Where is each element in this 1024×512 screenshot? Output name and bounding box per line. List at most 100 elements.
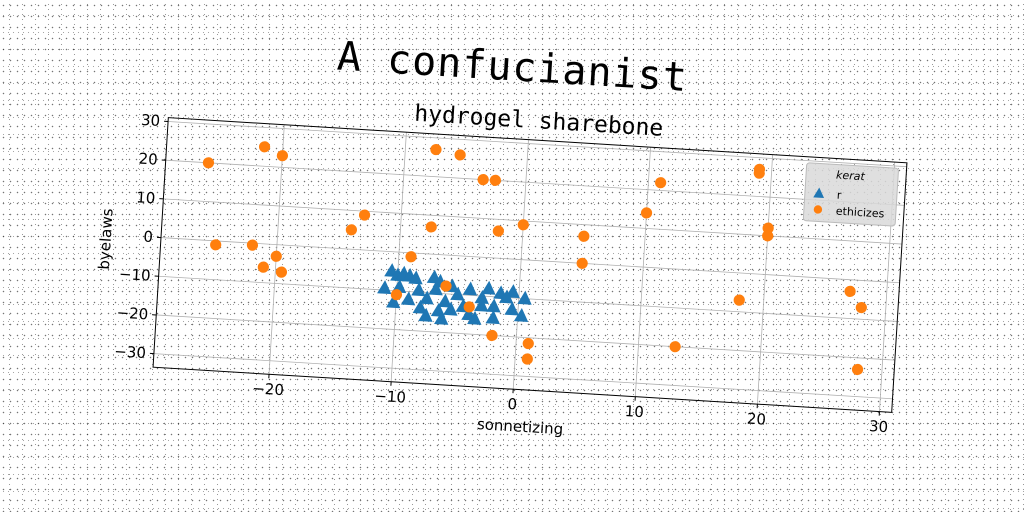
x-tick-label: 0 — [507, 395, 518, 414]
circle-point — [257, 261, 269, 273]
circle-point — [210, 239, 222, 251]
triangle-point — [462, 281, 478, 296]
triangle-point — [443, 301, 458, 316]
y-tick-label: 10 — [136, 188, 156, 207]
legend-title: kerat — [836, 169, 866, 184]
triangle-point — [474, 290, 489, 305]
circle-point — [655, 177, 667, 189]
x-axis-label: sonnetizing — [476, 415, 563, 438]
circle-point — [517, 219, 529, 231]
y-tick-label: 20 — [138, 150, 158, 169]
circle-point — [521, 353, 533, 365]
circle-point — [762, 230, 774, 242]
x-gridline — [756, 154, 774, 405]
triangle-point — [386, 294, 401, 309]
y-tick-label: 0 — [143, 228, 154, 247]
triangle-point — [434, 310, 449, 325]
legend-label-ethicizes: ethicizes — [835, 205, 884, 221]
triangle-point — [499, 289, 514, 304]
y-gridline — [163, 198, 902, 245]
circle-point — [576, 257, 588, 269]
axis-ticks: −20 −10 0 10 20 30 −30 −20 −10 0 10 20 30 — [114, 111, 889, 436]
triangle-point — [428, 281, 443, 296]
triangle-point — [467, 310, 482, 325]
chart-subtitle: hydrogel sharebone — [414, 101, 664, 142]
circle-point — [753, 167, 765, 179]
circle-point — [202, 157, 215, 169]
x-tick-label: −10 — [374, 387, 407, 407]
x-gridline — [634, 147, 651, 397]
triangle-point — [486, 298, 501, 313]
circle-point — [844, 285, 856, 297]
circle-point — [430, 143, 442, 156]
circle-point — [486, 329, 498, 342]
triangle-point — [450, 286, 465, 301]
circle-point — [345, 224, 358, 236]
triangle-point — [412, 299, 428, 314]
x-tick-label: −20 — [252, 379, 285, 399]
triangle-point — [411, 282, 426, 297]
circle-point — [477, 174, 489, 186]
y-tick-label: −20 — [116, 304, 149, 324]
y-gridline — [156, 314, 895, 361]
triangle-point — [419, 290, 434, 305]
triangle-point — [418, 307, 433, 322]
legend: kerat r ethicizes — [802, 162, 899, 227]
legend-marker-r — [813, 187, 825, 199]
y-tick-label: 30 — [140, 111, 160, 130]
circle-point — [405, 251, 417, 263]
circle-point — [855, 301, 867, 314]
plot-frame — [152, 117, 908, 413]
circle-point — [270, 250, 282, 262]
circle-point — [640, 207, 653, 219]
data-points — [202, 141, 867, 376]
triangle-point — [400, 291, 416, 306]
y-gridline — [168, 121, 907, 168]
circle-point — [276, 150, 289, 162]
y-gridline — [160, 237, 900, 284]
circle-point — [275, 266, 288, 278]
series-r — [377, 263, 532, 325]
triangle-point — [437, 293, 452, 308]
chart-rotated-group: hydrogel sharebone −20 −10 0 10 20 30 −30 −20 −1… — [95, 101, 908, 438]
triangle-point — [481, 280, 496, 295]
circle-point — [851, 363, 864, 376]
triangle-point — [408, 270, 423, 285]
series-ethicizes — [202, 141, 867, 376]
x-tick-label: 20 — [746, 410, 766, 429]
triangle-point — [513, 307, 529, 322]
circle-point — [258, 141, 271, 153]
legend-items: r ethicizes — [813, 187, 885, 221]
y-gridline — [165, 159, 905, 206]
circle-point — [522, 337, 534, 350]
legend-label-r: r — [836, 189, 842, 202]
triangle-point — [504, 301, 519, 316]
x-tick-label: 30 — [868, 417, 888, 436]
circle-point — [390, 289, 403, 301]
circle-point — [489, 174, 501, 186]
triangle-point — [474, 297, 489, 312]
y-gridline — [153, 353, 893, 400]
circle-point — [578, 230, 590, 242]
x-gridline — [268, 124, 285, 375]
circle-point — [733, 294, 745, 306]
y-tick-label: −30 — [114, 342, 147, 362]
y-tick-label: −10 — [118, 265, 151, 285]
legend-box — [802, 162, 899, 227]
triangle-point — [485, 310, 500, 325]
x-gridline — [512, 139, 529, 390]
x-tick-label: 10 — [624, 402, 644, 421]
circle-point — [492, 225, 504, 237]
circle-point — [358, 209, 371, 221]
legend-marker-ethicizes — [813, 205, 823, 214]
x-gridline — [390, 132, 407, 382]
circle-point — [454, 149, 466, 161]
triangle-point — [517, 290, 532, 305]
y-axis-label: byelaws — [95, 208, 117, 270]
circle-point — [440, 280, 452, 292]
triangle-point — [377, 280, 392, 295]
circle-point — [246, 239, 259, 251]
circle-point — [669, 341, 681, 353]
circle-point — [463, 301, 475, 313]
